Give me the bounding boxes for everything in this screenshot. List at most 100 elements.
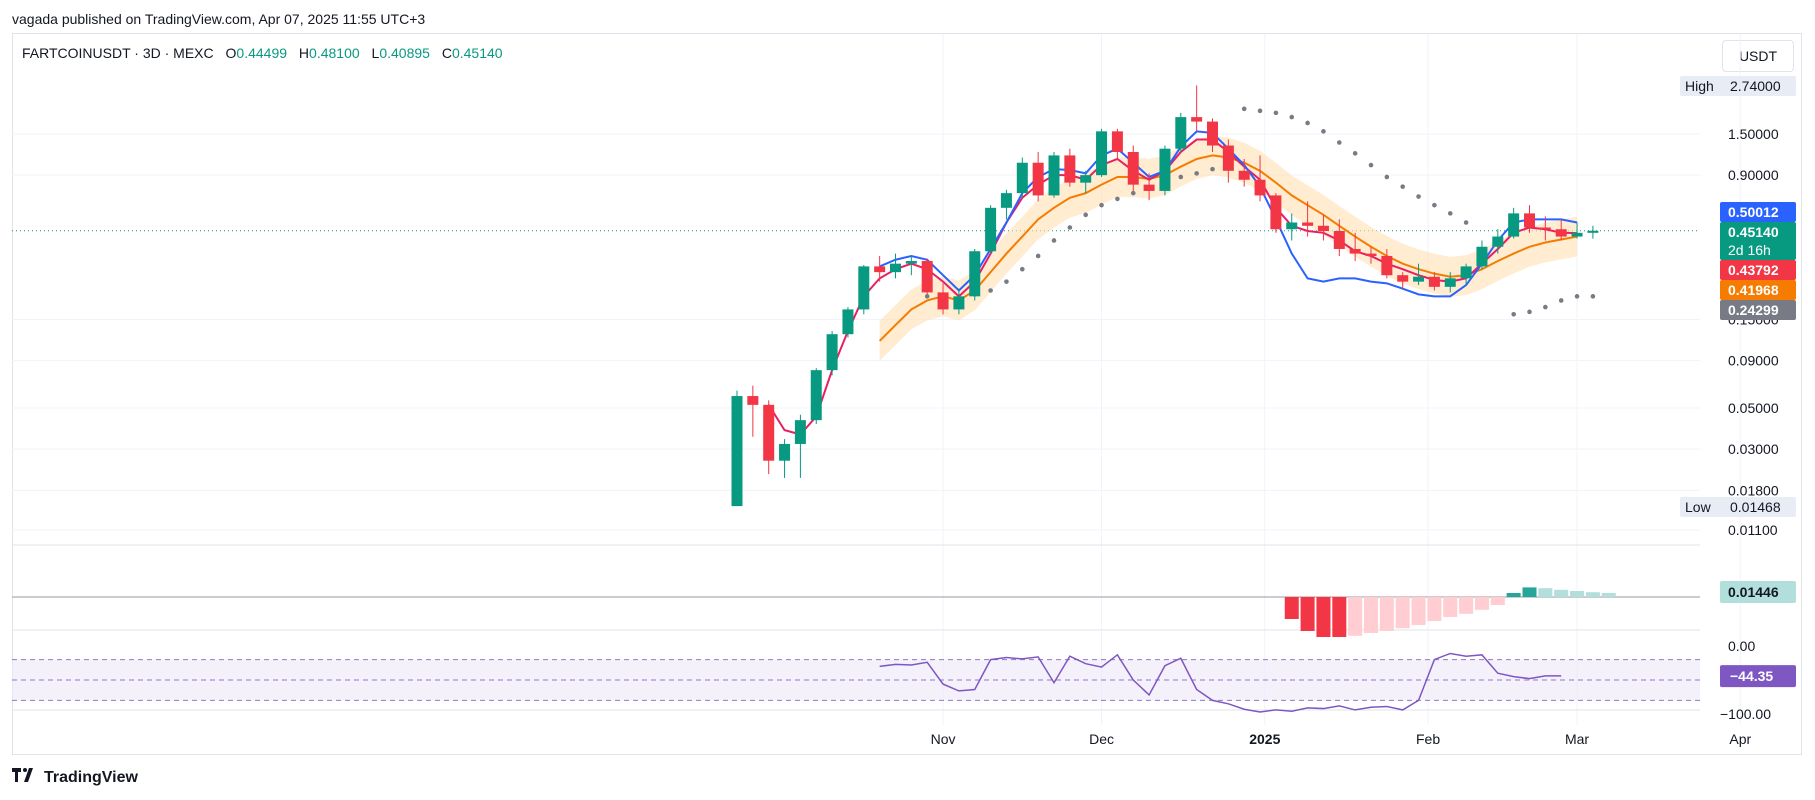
macd-bar (1522, 587, 1537, 597)
price-tick: 0.05000 (1728, 400, 1779, 416)
candle-body (921, 261, 933, 293)
macd-bar (1443, 597, 1458, 617)
macd-bar (1585, 592, 1600, 597)
price-label: 0.41968 (1720, 280, 1796, 300)
time-axis: NovDec2025FebMarAprMay (931, 731, 1752, 747)
price-label-countdown: 2d 16h (1728, 242, 1771, 258)
candle-body (826, 334, 838, 371)
sar-dot (1210, 166, 1215, 172)
sar-dot (1447, 211, 1453, 216)
macd-label-bg (1720, 581, 1796, 603)
candle-body (1096, 131, 1108, 176)
high-marker: High 2.74000 (1680, 76, 1796, 96)
candles (731, 85, 1599, 507)
tradingview-logo-icon (12, 768, 40, 787)
candle-body (1476, 246, 1488, 267)
candle-body (1064, 155, 1076, 183)
close-value: 0.45140 (451, 45, 503, 61)
candle-body (1492, 236, 1504, 247)
macd-bar (1300, 597, 1315, 631)
ohlc-legend: FARTCOINUSDT · 3D · MEXC O0.44499 H0.481… (22, 45, 503, 61)
sar-dot (1130, 190, 1136, 196)
sar-dot (988, 288, 993, 293)
candle-body (1381, 255, 1393, 276)
low-value: 0.40895 (379, 45, 430, 61)
macd-bar (1332, 597, 1347, 637)
high-marker-value: 2.74000 (1730, 78, 1781, 94)
high-marker-key: High (1685, 78, 1714, 94)
time-tick: Apr (1729, 731, 1751, 747)
publisher-caption: vagada published on TradingView.com, Apr… (12, 11, 426, 27)
price-label-value: 0.50012 (1728, 204, 1779, 220)
rsi-tick: −100.00 (1720, 706, 1771, 722)
candle-body (1270, 195, 1282, 230)
ma-slow-line (878, 154, 1578, 342)
price-label-value: 0.24299 (1728, 302, 1779, 318)
macd-bar (1411, 597, 1426, 625)
candle-body (1571, 232, 1583, 237)
open-key: O (225, 45, 237, 61)
price-tick: 0.90000 (1728, 167, 1779, 183)
candle-body (1413, 276, 1425, 282)
low-marker-key: Low (1685, 499, 1712, 515)
tradingview-brand: TradingView (44, 768, 138, 786)
candle-body (842, 309, 854, 335)
rsi-line (879, 652, 1562, 713)
symbol-label[interactable]: FARTCOINUSDT · 3D · MEXC (22, 45, 214, 61)
price-label: 0.45140 2d 16h (1720, 222, 1796, 260)
candle-body (1508, 213, 1520, 237)
sar-dot (1099, 202, 1104, 208)
sar-dot (1289, 114, 1295, 120)
candle-body (953, 296, 965, 310)
macd-label: 0.01446 (1728, 584, 1779, 600)
sar-dot (1051, 238, 1057, 243)
candle-body (1365, 253, 1377, 256)
macd-pane: 0.01446 (12, 581, 1796, 637)
candle-body (1175, 117, 1187, 149)
currency-unit-button[interactable]: USDT (1722, 40, 1794, 72)
price-tick: 0.01800 (1728, 482, 1779, 498)
candle-body (1302, 222, 1314, 226)
candle-body (1032, 162, 1044, 196)
candle-body (1080, 175, 1092, 183)
chart-frame (12, 33, 1802, 755)
sar-dot (1352, 151, 1358, 156)
sar-dot (1115, 196, 1120, 202)
time-tick: Mar (1565, 731, 1589, 747)
candle-body (1397, 275, 1409, 282)
candle-body (1238, 170, 1250, 180)
macd-bar (1506, 593, 1521, 597)
sar-dot (1067, 225, 1073, 230)
candle-body (1016, 162, 1028, 194)
price-label: 0.50012 (1720, 202, 1796, 222)
macd-bar (1601, 593, 1616, 597)
macd-bar (1459, 597, 1474, 614)
candle-body (1000, 193, 1012, 208)
sar-dot (1241, 106, 1247, 112)
parabolic-sar (924, 106, 1596, 317)
candle-body (1524, 213, 1535, 228)
price-label: 0.43792 (1720, 260, 1796, 280)
macd-bar (1316, 597, 1331, 637)
low-key: L (371, 45, 380, 61)
candle-body (1159, 148, 1171, 191)
candle-body (747, 396, 759, 405)
close-key: C (441, 45, 452, 61)
macd-bar (1379, 597, 1394, 631)
high-marker-bg (1680, 76, 1796, 96)
candle-body (763, 404, 775, 461)
price-label-bg (1720, 202, 1796, 222)
price-axis: 1.500000.900000.150000.090000.050000.030… (1680, 76, 1796, 538)
open-value: 0.44499 (236, 45, 288, 61)
rsi-label-bg (1720, 665, 1796, 688)
tradingview-logo[interactable]: TradingView (12, 768, 138, 787)
sar-dot (1574, 294, 1580, 299)
price-label-value: 0.41968 (1728, 282, 1779, 298)
sar-dot (1083, 212, 1088, 218)
price-label-bg (1720, 260, 1796, 280)
sar-dot (1543, 304, 1548, 310)
candle-body (1286, 222, 1298, 230)
candle-body (1127, 151, 1139, 185)
candle-body (1254, 179, 1266, 196)
